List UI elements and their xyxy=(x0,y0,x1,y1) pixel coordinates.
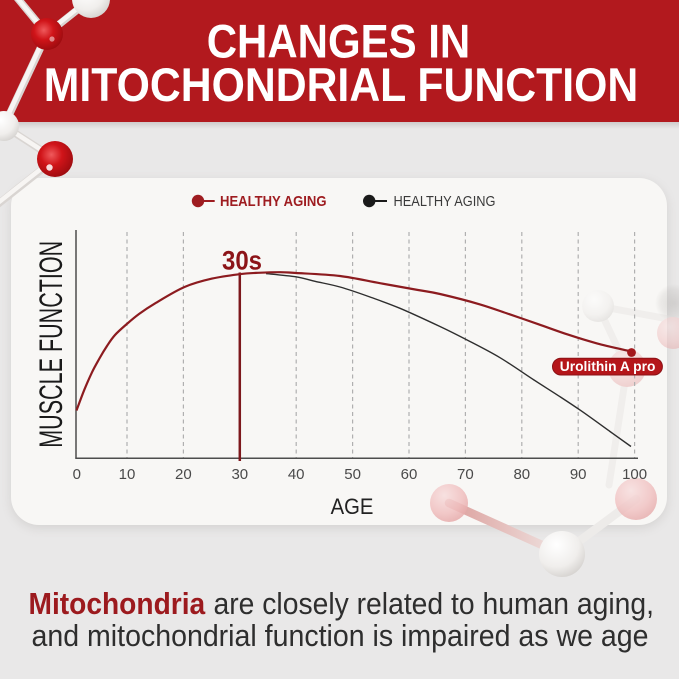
svg-text:40: 40 xyxy=(288,466,305,483)
svg-text:20: 20 xyxy=(175,466,192,483)
svg-text:60: 60 xyxy=(401,466,418,483)
svg-text:MUSCLE FUNCTION: MUSCLE FUNCTION xyxy=(33,241,69,448)
svg-text:30s: 30s xyxy=(222,246,262,276)
svg-text:CHANGES IN: CHANGES IN xyxy=(207,14,471,67)
svg-text:HEALTHY AGING: HEALTHY AGING xyxy=(394,193,496,210)
svg-text:30: 30 xyxy=(231,466,248,483)
svg-text:MITOCHONDRIAL FUNCTION: MITOCHONDRIAL FUNCTION xyxy=(44,58,639,111)
svg-text:50: 50 xyxy=(344,466,361,483)
svg-text:HEALTHY AGING: HEALTHY AGING xyxy=(220,193,327,210)
svg-text:AGE: AGE xyxy=(331,494,374,519)
svg-text:0: 0 xyxy=(73,466,81,483)
svg-text:Mitochondria: Mitochondria xyxy=(29,587,207,621)
svg-text:Urolithin A pro: Urolithin A pro xyxy=(560,359,656,374)
svg-text:and mitochondrial function is: and mitochondrial function is impaired a… xyxy=(32,619,649,653)
svg-text:90: 90 xyxy=(570,466,587,483)
svg-text:are closely related to human a: are closely related to human aging, xyxy=(214,587,655,621)
svg-text:80: 80 xyxy=(513,466,530,483)
svg-text:70: 70 xyxy=(457,466,474,483)
svg-text:100: 100 xyxy=(622,466,647,483)
svg-text:10: 10 xyxy=(119,466,136,483)
